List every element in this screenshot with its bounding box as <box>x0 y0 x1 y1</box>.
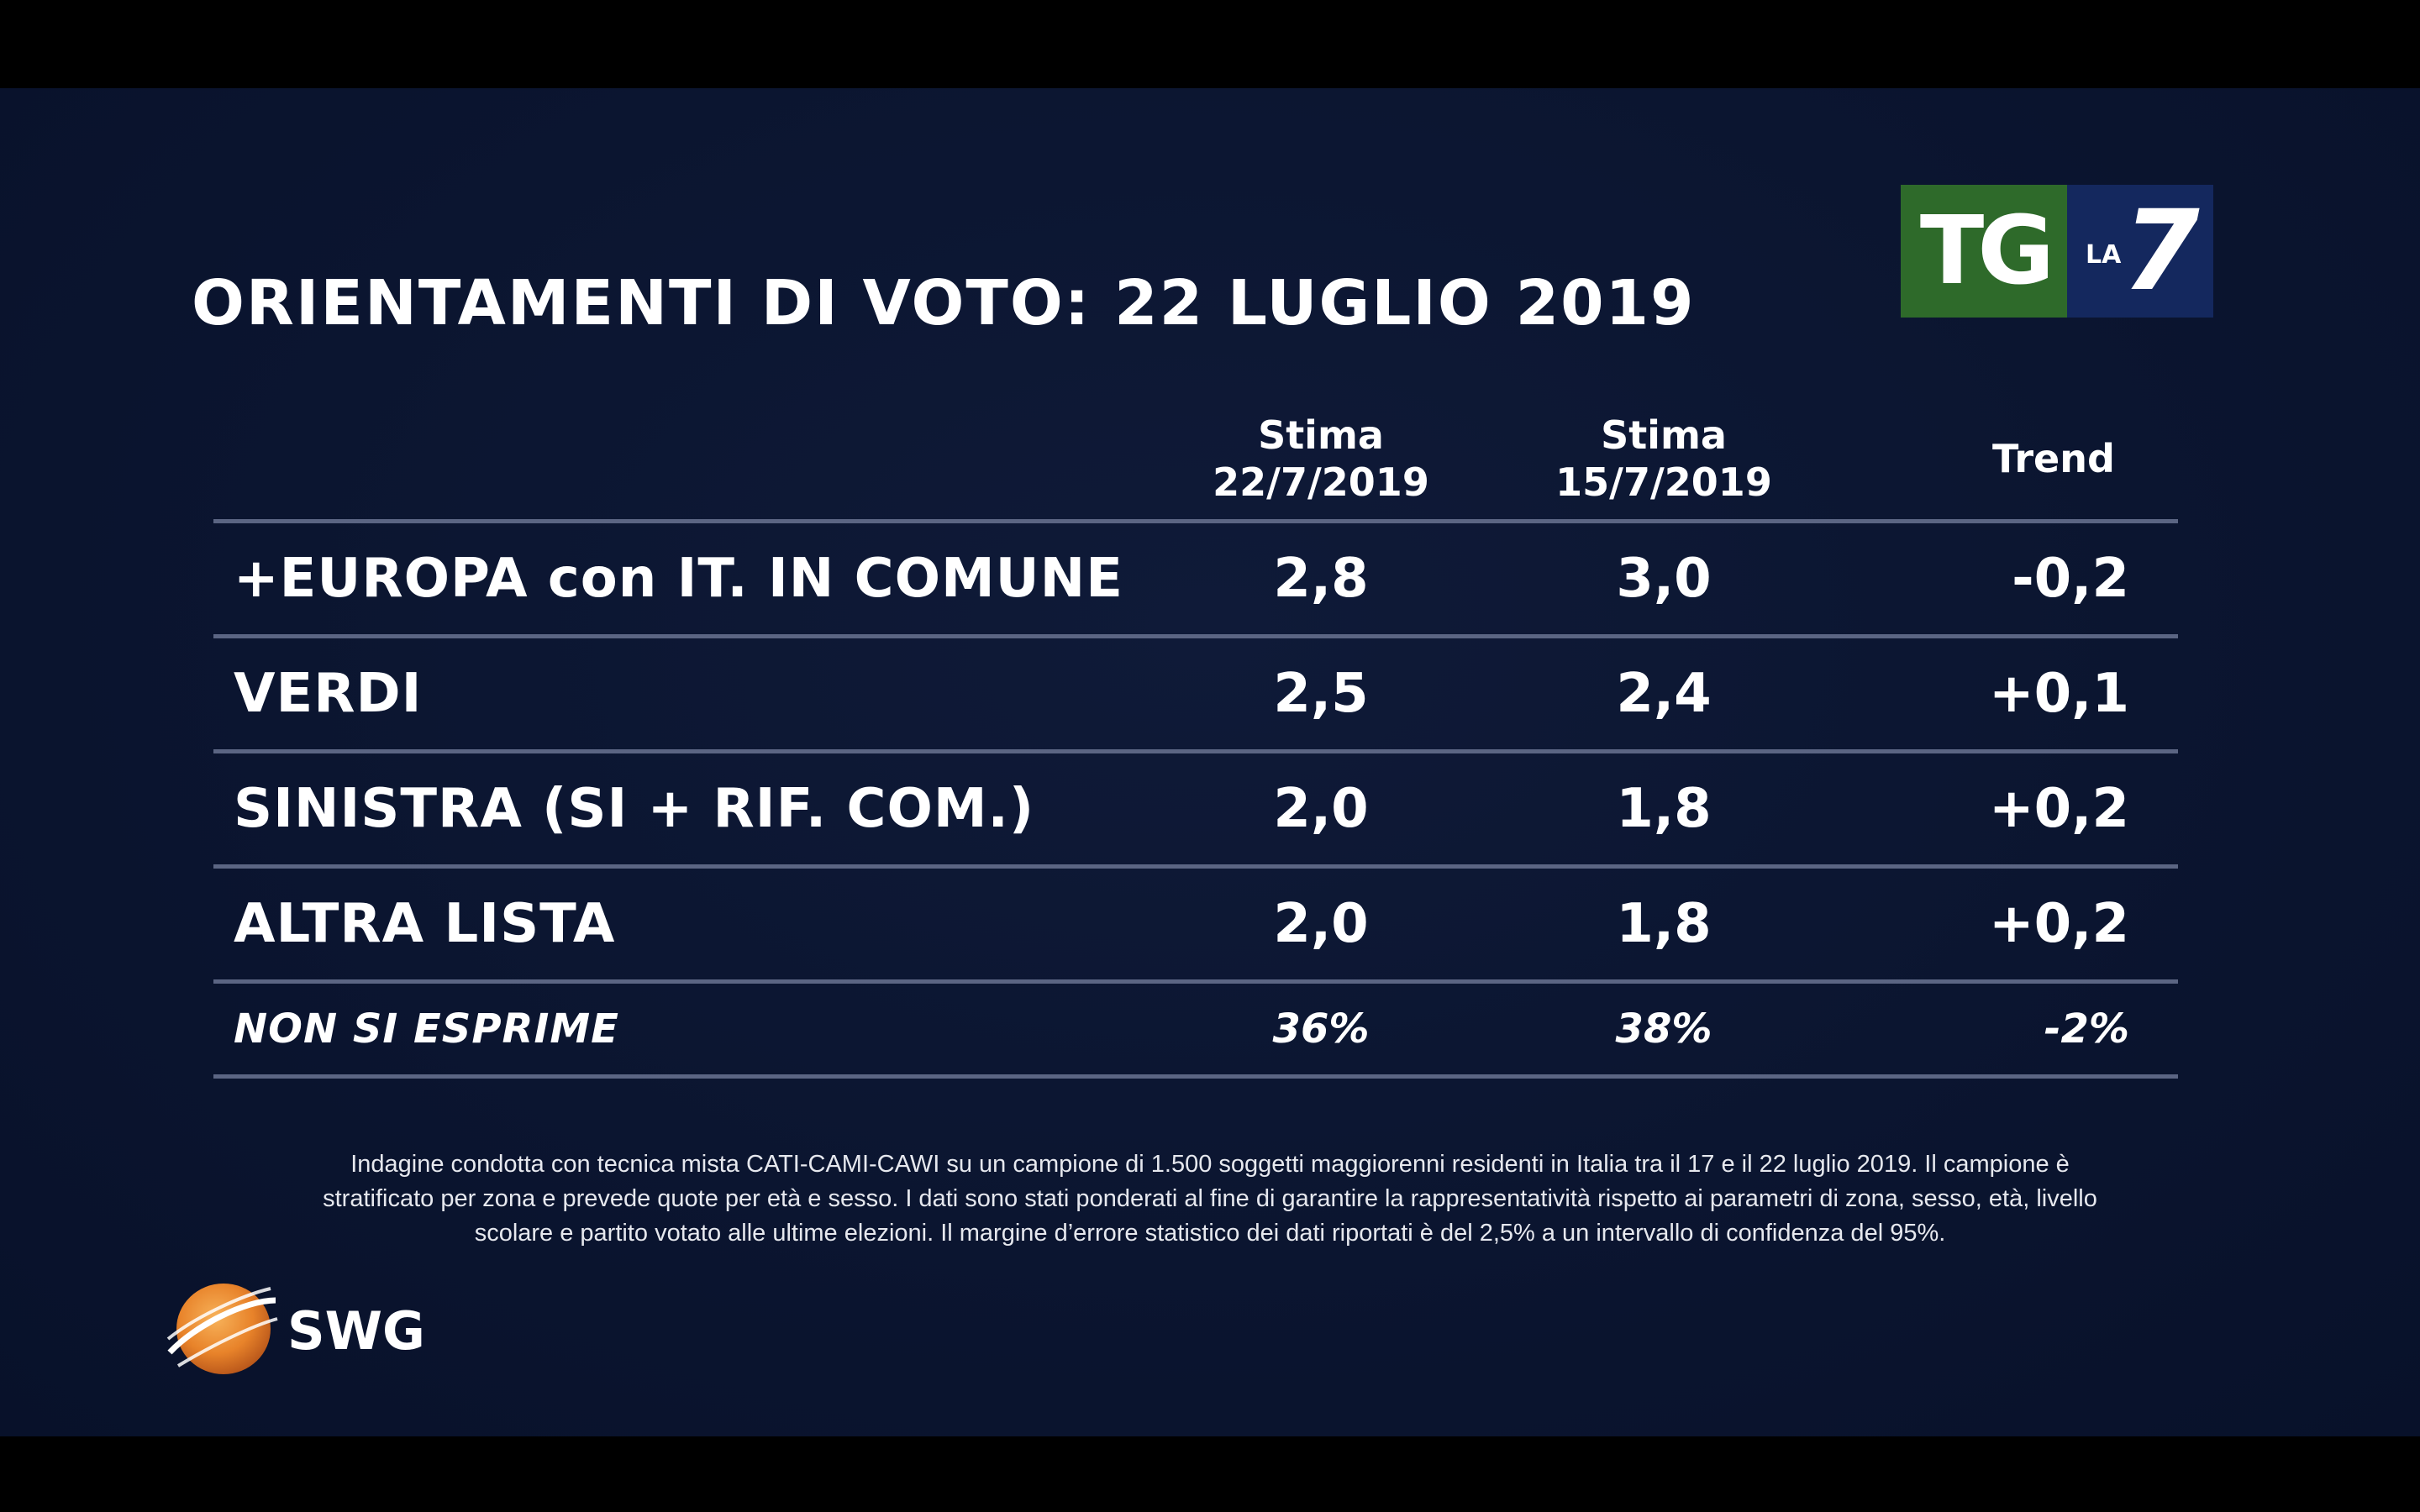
trend-value: -2% <box>2044 1005 2129 1053</box>
trend-value: -0,2 <box>2012 548 2129 610</box>
column-header-line: Trend <box>1992 436 2115 481</box>
stima-15-value: 1,8 <box>1616 893 1712 955</box>
table-divider <box>213 749 2178 753</box>
stima-22-value: 2,0 <box>1273 778 1369 840</box>
swg-logo: SWG <box>161 1275 439 1384</box>
methodology-footnote: Indagine condotta con tecnica mista CATI… <box>193 1147 2227 1251</box>
table-row: +EUROPA con IT. IN COMUNE 2,8 3,0 -0,2 <box>213 523 2178 634</box>
column-header-line: Stima <box>1258 412 1384 458</box>
party-label: NON SI ESPRIME <box>234 1005 619 1053</box>
footnote-line: stratificato per zona e prevede quote pe… <box>323 1185 2097 1212</box>
column-header-trend: Trend <box>1928 435 2180 482</box>
globe-icon <box>166 1284 278 1374</box>
stima-22-value: 2,8 <box>1273 548 1369 610</box>
table-divider <box>213 634 2178 638</box>
tg-logo-mark: TG <box>1901 185 2067 318</box>
page-title: ORIENTAMENTI DI VOTO: 22 LUGLIO 2019 <box>192 267 1696 339</box>
trend-value: +0,2 <box>1989 778 2129 840</box>
column-header-line: 15/7/2019 <box>1555 459 1772 505</box>
column-header-line: 22/7/2019 <box>1213 459 1429 505</box>
table-divider <box>213 979 2178 984</box>
tgla7-logo: TG LA 7 <box>1901 185 2213 318</box>
stima-15-value: 3,0 <box>1616 548 1712 610</box>
table-divider <box>213 864 2178 869</box>
footnote-line: Indagine condotta con tecnica mista CATI… <box>350 1151 2070 1178</box>
stima-15-value: 38% <box>1615 1005 1712 1053</box>
trend-value: +0,2 <box>1989 893 2129 955</box>
stima-22-value: 2,0 <box>1273 893 1369 955</box>
stima-15-value: 2,4 <box>1616 663 1712 725</box>
footnote-line: scolare e partito votato alle ultime ele… <box>474 1220 1946 1247</box>
seven-text: 7 <box>2123 186 2200 316</box>
la-text: LA <box>2086 240 2122 270</box>
party-label: SINISTRA (SI + RIF. COM.) <box>234 778 1035 840</box>
stima-22-value: 2,5 <box>1273 663 1369 725</box>
table-header: Stima 22/7/2019 Stima 15/7/2019 Trend <box>213 412 2178 519</box>
table-row: ALTRA LISTA 2,0 1,8 +0,2 <box>213 869 2178 979</box>
party-label: ALTRA LISTA <box>234 893 616 955</box>
table-row: NON SI ESPRIME 36% 38% -2% <box>213 984 2178 1074</box>
letterbox-top <box>0 0 2420 88</box>
la7-logo-mark: LA 7 <box>2067 185 2213 318</box>
swg-wordmark: SWG <box>287 1300 425 1362</box>
table-divider <box>213 519 2178 523</box>
table-row: SINISTRA (SI + RIF. COM.) 2,0 1,8 +0,2 <box>213 753 2178 864</box>
column-header-line: Stima <box>1601 412 1727 458</box>
table-row: VERDI 2,5 2,4 +0,1 <box>213 638 2178 749</box>
column-header-stima-15: Stima 15/7/2019 <box>1512 412 1815 506</box>
table-divider <box>213 1074 2178 1079</box>
party-label: +EUROPA con IT. IN COMUNE <box>234 548 1123 610</box>
stima-15-value: 1,8 <box>1616 778 1712 840</box>
poll-table: Stima 22/7/2019 Stima 15/7/2019 Trend +E… <box>213 412 2178 1079</box>
column-header-stima-22: Stima 22/7/2019 <box>1170 412 1472 506</box>
letterbox-bottom <box>0 1436 2420 1512</box>
party-label: VERDI <box>234 663 423 725</box>
trend-value: +0,1 <box>1989 663 2129 725</box>
stima-22-value: 36% <box>1272 1005 1370 1053</box>
